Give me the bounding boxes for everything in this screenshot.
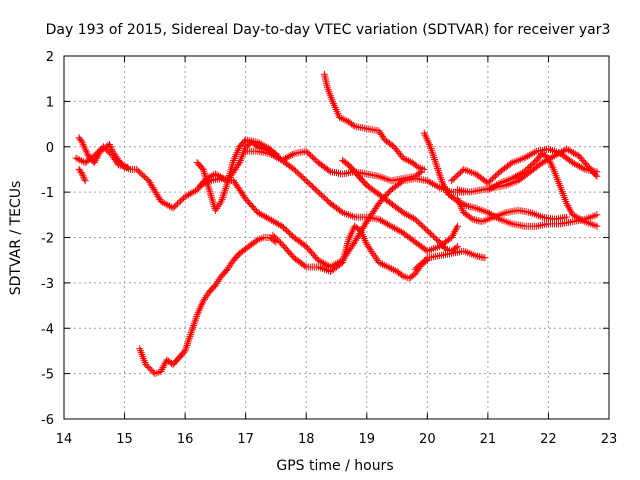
series-arc-b: [72, 143, 132, 171]
data-point-markers: [242, 147, 462, 255]
x-tick-label: 20: [419, 432, 436, 447]
data-point-markers: [411, 247, 489, 273]
data-point-markers: [193, 136, 425, 214]
series-arc-f: [242, 147, 462, 255]
y-tick-label: -2: [41, 232, 54, 247]
x-tick-label: 21: [480, 432, 497, 447]
y-tick-label: 1: [46, 95, 54, 110]
y-tick-label: -1: [41, 186, 54, 201]
data-series: [72, 70, 601, 378]
series-arc-k: [136, 234, 280, 378]
y-tick-label: -3: [41, 277, 54, 292]
y-tick-label: 2: [46, 50, 54, 65]
x-tick-label: 22: [540, 432, 557, 447]
data-point-markers: [320, 70, 428, 173]
series-arc-m: [448, 145, 601, 187]
x-axis-label: GPS time / hours: [276, 458, 393, 474]
series-arc-i: [269, 222, 431, 282]
data-point-markers: [448, 145, 601, 187]
series-arc-h: [339, 156, 462, 255]
data-point-markers: [136, 234, 280, 378]
data-point-markers: [454, 195, 571, 226]
x-tick-label: 18: [298, 432, 315, 447]
x-tick-label: 17: [237, 432, 254, 447]
x-tick-label: 15: [116, 432, 133, 447]
x-tick-label: 16: [177, 432, 194, 447]
series-arc-d: [193, 136, 425, 214]
x-tick-label: 14: [56, 432, 73, 447]
data-point-markers: [72, 143, 132, 171]
x-axis-ticks: 14 15 16 17 18 19 20 21 22 23: [56, 56, 618, 447]
y-axis-label: SDTVAR / TECUs: [8, 181, 24, 296]
x-tick-label: 23: [601, 432, 618, 447]
series-arc-c: [75, 165, 89, 185]
x-tick-label: 19: [359, 432, 376, 447]
y-tick-label: -5: [41, 368, 54, 383]
data-point-markers: [269, 222, 431, 282]
series-arc-o: [484, 150, 601, 230]
y-axis-ticks: 2 1 0 -1 -2 -3 -4 -5 -6: [41, 50, 609, 428]
series-arc-p: [454, 195, 571, 226]
series-arc-j: [411, 247, 489, 273]
data-point-markers: [484, 150, 601, 230]
y-tick-label: -4: [41, 322, 54, 337]
y-tick-label: 0: [46, 141, 54, 156]
chart-title: Day 193 of 2015, Sidereal Day-to-day VTE…: [46, 22, 611, 38]
data-point-markers: [75, 165, 89, 185]
data-point-markers: [339, 156, 462, 255]
y-tick-label: -6: [41, 413, 54, 428]
series-arc-g: [320, 70, 428, 173]
